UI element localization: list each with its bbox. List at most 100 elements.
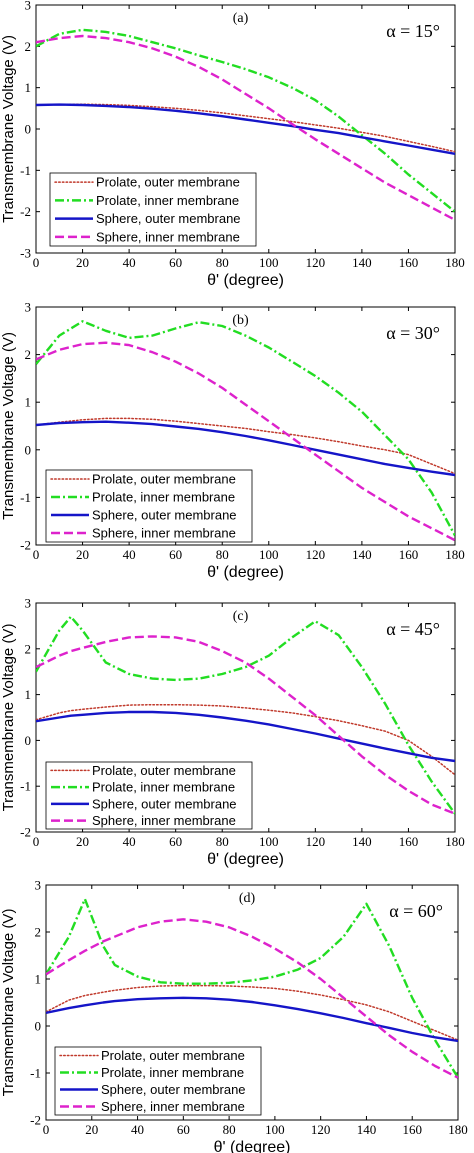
- y-tick-label: 3: [25, 300, 32, 315]
- x-tick-label: 80: [216, 834, 229, 849]
- y-tick-label: 1: [25, 80, 32, 95]
- legend-label: Sphere, outer membrane: [96, 211, 241, 226]
- x-tick-label: 40: [123, 834, 136, 849]
- plot-frame: [45, 884, 459, 1121]
- y-tick-label: -1: [20, 490, 31, 505]
- y-tick-label: -1: [20, 163, 31, 178]
- x-tick-label: 60: [169, 547, 182, 562]
- panel-a: 0 20 40 60 80 100 120 140 160 180 -3 -2 -1 0 1 2 3 (a) α =…: [0, 0, 465, 289]
- legend-box: [49, 172, 257, 247]
- series-line: [36, 710, 455, 763]
- x-axis-label: θ' (degree): [214, 1139, 291, 1153]
- series-line: [36, 417, 455, 475]
- x-tick-label: 20: [76, 547, 89, 562]
- series-line: [36, 28, 455, 213]
- x-tick-label: 140: [352, 547, 372, 562]
- legend-label: Sphere, inner membrane: [92, 813, 236, 828]
- x-tick-label: 100: [265, 1122, 285, 1137]
- legend-label: Prolate, outer membrane: [92, 472, 236, 487]
- x-tick-label: 180: [445, 834, 465, 849]
- y-tick-label: 1: [35, 972, 42, 987]
- y-tick-label: 2: [25, 39, 32, 54]
- x-tick-label: 180: [448, 1122, 468, 1137]
- x-tick-label: 140: [352, 255, 372, 270]
- panel-c: 0 20 40 60 80 100 120 140 160 180 -2 -1 0 1 2 3 (c) α = 4…: [0, 596, 465, 869]
- y-tick-label: 0: [35, 1019, 42, 1034]
- y-axis-label: Transmembrane Voltage (V): [0, 35, 17, 223]
- x-axis-label: θ' (degree): [207, 851, 284, 868]
- y-axis-label: Transmembrane Voltage (V): [0, 909, 17, 1097]
- x-tick-label: 60: [169, 834, 182, 849]
- series-line: [46, 897, 458, 1079]
- y-tick-label: 3: [35, 878, 42, 893]
- series-line: [36, 103, 455, 155]
- series-line: [46, 918, 458, 1079]
- y-tick-label: 0: [25, 122, 32, 137]
- legend-label: Sphere, inner membrane: [96, 229, 240, 244]
- x-tick-label: 20: [76, 834, 89, 849]
- plot-frame: [35, 306, 456, 546]
- panel-b: 0 20 40 60 80 100 120 140 160 180 -2 -1 0 1 2 3 (b) α = 3…: [0, 300, 465, 582]
- series-line: [46, 984, 458, 1041]
- x-tick-label: 40: [131, 1122, 144, 1137]
- panel-d: 0 20 40 60 80 100 120 140 160 180 -2 -1 0 1 2 3 (d) α = 6…: [0, 878, 468, 1153]
- x-tick-label: 0: [43, 1122, 50, 1137]
- legend-box: [45, 469, 253, 543]
- series-line: [36, 103, 455, 153]
- y-tick-label: -2: [30, 1113, 41, 1128]
- legend-label: Sphere, inner membrane: [92, 526, 236, 541]
- x-tick-label: 80: [216, 547, 229, 562]
- x-tick-label: 100: [259, 255, 279, 270]
- x-axis-label: θ' (degree): [207, 272, 284, 289]
- x-tick-label: 160: [399, 547, 419, 562]
- x-tick-label: 0: [33, 255, 40, 270]
- alpha-annotation: α = 30°: [386, 323, 440, 343]
- x-tick-label: 80: [216, 255, 229, 270]
- legend-label: Prolate, outer membrane: [101, 1048, 245, 1063]
- y-tick-label: 3: [25, 0, 32, 13]
- panel-label: (b): [232, 313, 249, 328]
- alpha-annotation: α = 45°: [386, 619, 440, 639]
- x-tick-label: 20: [76, 255, 89, 270]
- x-tick-label: 180: [445, 547, 465, 562]
- x-tick-label: 120: [306, 834, 326, 849]
- x-tick-label: 60: [177, 1122, 190, 1137]
- panel-label: (a): [233, 11, 249, 26]
- y-axis-label: Transmembrane Voltage (V): [0, 624, 17, 812]
- x-tick-label: 80: [223, 1122, 236, 1137]
- series-line: [36, 320, 455, 537]
- y-tick-label: 0: [25, 442, 32, 457]
- legend-box: [45, 761, 253, 830]
- x-tick-label: 0: [33, 547, 40, 562]
- x-tick-label: 100: [259, 547, 279, 562]
- panel-label: (c): [233, 609, 249, 624]
- alpha-annotation: α = 15°: [386, 21, 440, 41]
- x-tick-label: 160: [402, 1122, 422, 1137]
- panel-label: (d): [239, 891, 256, 906]
- y-tick-label: -2: [20, 538, 31, 553]
- y-tick-label: 3: [25, 596, 32, 611]
- legend-label: Sphere, outer membrane: [101, 1082, 246, 1097]
- series-line: [36, 615, 455, 815]
- y-tick-label: 2: [25, 641, 32, 656]
- x-tick-label: 120: [306, 255, 326, 270]
- x-tick-label: 160: [399, 834, 419, 849]
- x-tick-label: 60: [169, 255, 182, 270]
- y-tick-label: 0: [25, 733, 32, 748]
- y-tick-label: 2: [35, 925, 42, 940]
- x-tick-label: 20: [85, 1122, 98, 1137]
- x-tick-label: 180: [445, 255, 465, 270]
- x-tick-label: 140: [357, 1122, 377, 1137]
- series-line: [36, 635, 455, 815]
- y-tick-label: 1: [25, 687, 32, 702]
- legend-label: Prolate, inner membrane: [96, 193, 239, 208]
- series-line: [36, 703, 455, 776]
- x-tick-label: 100: [259, 834, 279, 849]
- y-tick-label: -3: [20, 246, 31, 261]
- y-tick-label: -2: [20, 204, 31, 219]
- legend-label: Prolate, inner membrane: [101, 1065, 244, 1080]
- x-tick-label: 40: [123, 255, 136, 270]
- series-line: [36, 420, 455, 477]
- y-axis-label: Transmembrane Voltage (V): [0, 332, 17, 520]
- y-tick-label: -2: [20, 825, 31, 840]
